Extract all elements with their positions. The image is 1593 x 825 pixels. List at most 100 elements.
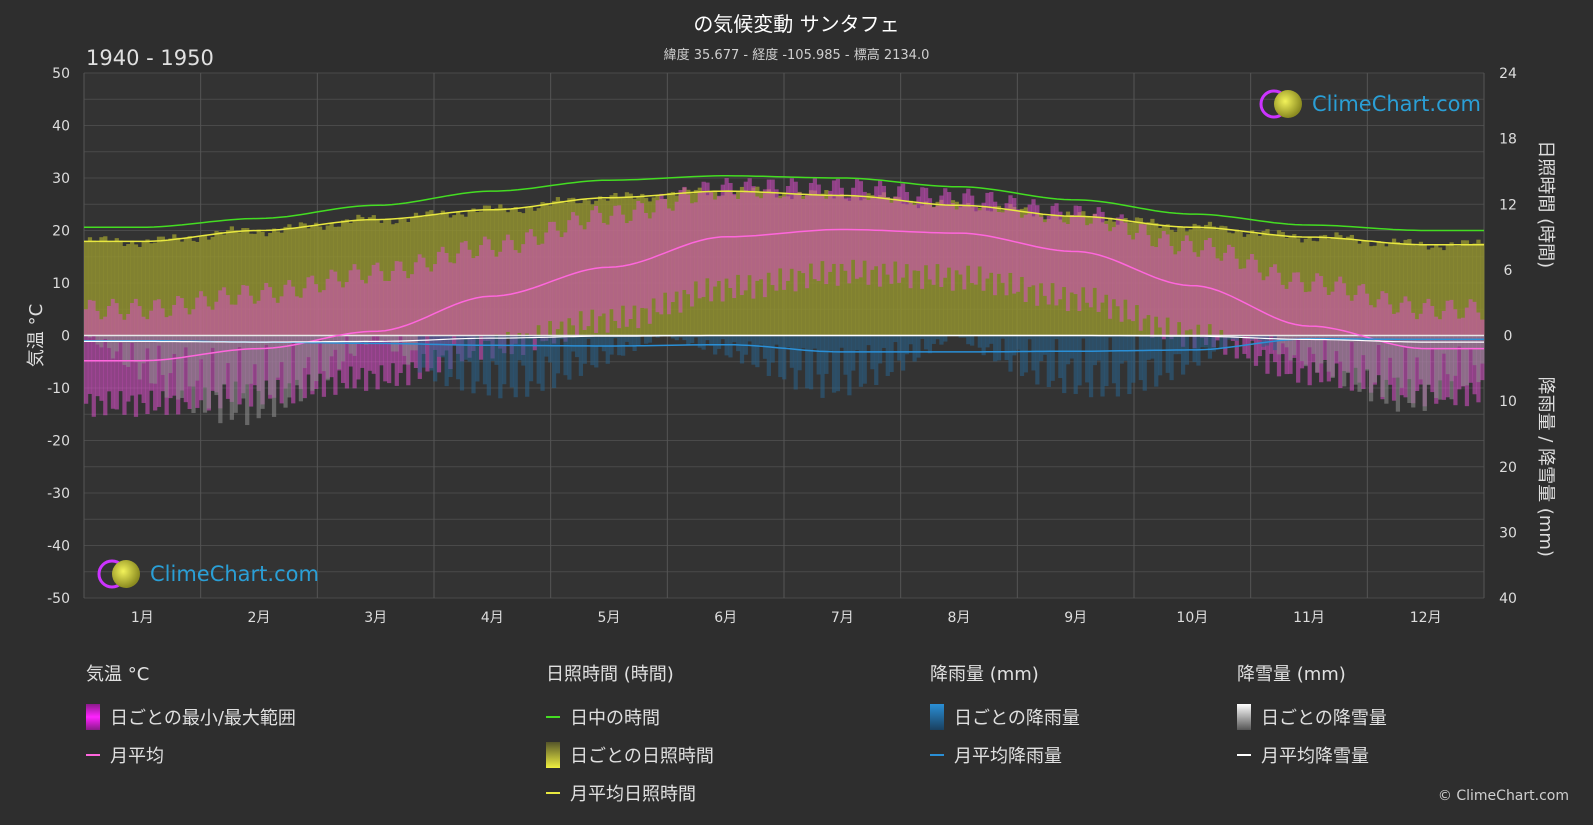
sunshine-bar <box>233 230 238 336</box>
temp-range-bar <box>816 184 821 282</box>
snow-bar <box>1460 335 1466 386</box>
rain-bar <box>1004 335 1009 361</box>
temp-range-bar <box>912 204 917 271</box>
temp-range-bar <box>866 199 871 285</box>
y-tick-label: -10 <box>47 381 70 397</box>
rain-bar <box>647 335 653 343</box>
rain-bar <box>993 335 998 362</box>
temp-range-bar <box>789 178 794 269</box>
snow-bar <box>195 335 200 381</box>
rain-bar <box>1192 335 1197 363</box>
temp-range-bar <box>801 198 806 274</box>
sunshine-bar <box>87 237 93 336</box>
temp-range-bar <box>716 195 722 281</box>
temp-range-bar <box>996 211 1002 274</box>
temp-range-bar <box>544 232 549 341</box>
temp-range-bar <box>329 269 334 378</box>
temp-range-bar <box>1207 237 1213 325</box>
snow-bar <box>1315 335 1320 373</box>
temp-range-bar <box>567 220 572 319</box>
rain-bar <box>885 335 890 376</box>
temp-range-bar <box>429 271 434 369</box>
temp-range-bar <box>1077 206 1082 312</box>
temp-range-bar <box>264 282 269 381</box>
rain-bar <box>1131 335 1136 383</box>
temp-range-bar <box>287 280 292 384</box>
sunshine-bar <box>1326 239 1331 336</box>
temp-range-bar <box>122 319 127 415</box>
sunshine-bar <box>199 236 204 336</box>
snow-bar <box>222 335 227 385</box>
temp-range-bar <box>989 192 994 273</box>
temp-range-bar <box>95 310 100 397</box>
rain-bar <box>782 335 787 380</box>
snow-bar <box>1476 335 1481 383</box>
snow-bar <box>1426 335 1431 386</box>
snow-bar <box>1368 335 1374 402</box>
temp-range-bar <box>770 179 775 286</box>
temp-range-bar <box>1192 252 1197 349</box>
rain-bar <box>1223 335 1228 349</box>
legend-item: 日ごとの日照時間 <box>546 736 714 774</box>
snow-bar <box>360 335 365 341</box>
temp-range-bar <box>551 221 557 344</box>
sunshine-bar <box>966 202 971 336</box>
sunshine-bar <box>110 242 116 336</box>
snow-bar <box>191 335 196 414</box>
rain-bar <box>1023 335 1028 373</box>
sunshine-bar <box>1437 247 1443 336</box>
sunshine-bar <box>179 241 185 336</box>
temp-range-bar <box>413 262 419 369</box>
rain-bar <box>828 335 833 351</box>
rain-bar <box>766 335 771 376</box>
temp-range-bar <box>1330 291 1335 377</box>
rain-bar <box>1039 335 1044 362</box>
temp-range-bar <box>847 197 852 284</box>
snow-bar <box>1353 335 1358 385</box>
rain-bar <box>632 335 637 351</box>
temp-range-bar <box>1127 234 1132 320</box>
temp-range-bar <box>1096 207 1101 312</box>
snow-bar <box>241 335 246 399</box>
rain-bar <box>996 335 1002 361</box>
snow-bar <box>126 335 131 367</box>
temp-range-bar <box>1157 238 1163 328</box>
rain-bar <box>877 335 883 364</box>
sunshine-bar <box>1411 244 1416 336</box>
x-tick-label: 6月 <box>714 610 737 626</box>
temp-range-bar <box>1250 253 1255 341</box>
rain-bar <box>548 335 553 363</box>
sunshine-bar <box>916 208 921 336</box>
temp-range-bar <box>348 270 353 367</box>
snow-bar <box>1453 335 1458 376</box>
snow-bar <box>114 335 119 352</box>
temp-range-bar <box>1219 260 1224 331</box>
rain-bar <box>674 335 679 341</box>
temp-range-bar <box>908 202 913 289</box>
temp-range-bar <box>360 279 365 368</box>
temp-range-bar <box>962 193 967 290</box>
temp-range-bar <box>1238 268 1243 337</box>
temp-range-bar <box>709 192 714 302</box>
snow-bar <box>1296 335 1301 338</box>
snow-bar <box>229 335 234 420</box>
temp-range-bar <box>805 193 810 289</box>
temp-range-bar <box>751 186 756 299</box>
sunshine-bar <box>95 242 100 336</box>
temp-range-bar <box>1073 205 1078 295</box>
sunshine-bar <box>881 192 887 336</box>
rain-bar <box>1157 335 1163 376</box>
sunshine-bar <box>237 232 242 336</box>
snow-bar <box>1457 335 1462 347</box>
temp-range-bar <box>1234 258 1239 359</box>
rain-bar <box>436 335 442 357</box>
snow-bar <box>291 335 296 343</box>
rain-bar <box>843 335 848 375</box>
temp-range-bar <box>927 198 933 280</box>
rain-bar <box>927 335 933 354</box>
temp-range-bar <box>1227 244 1232 337</box>
snow-bar <box>1372 335 1378 383</box>
temp-range-bar <box>1276 272 1282 377</box>
y-axis-title: 気温 °C <box>26 304 47 367</box>
rain-bar <box>693 335 699 338</box>
